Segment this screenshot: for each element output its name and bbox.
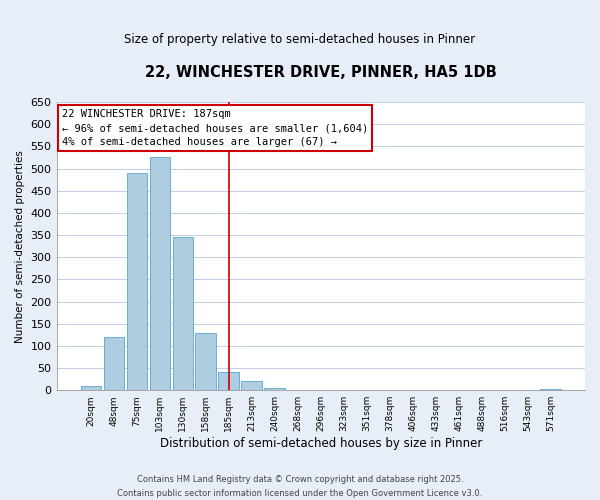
Y-axis label: Number of semi-detached properties: Number of semi-detached properties (15, 150, 25, 342)
Title: 22, WINCHESTER DRIVE, PINNER, HA5 1DB: 22, WINCHESTER DRIVE, PINNER, HA5 1DB (145, 65, 497, 80)
Bar (196, 332, 216, 390)
Bar (104, 337, 124, 390)
Bar (127, 173, 147, 390)
Bar (80, 386, 101, 390)
Bar (173, 237, 193, 390)
Text: Size of property relative to semi-detached houses in Pinner: Size of property relative to semi-detach… (124, 32, 476, 46)
Bar (149, 158, 170, 390)
Bar (265, 388, 285, 390)
Bar (241, 382, 262, 390)
Text: 22 WINCHESTER DRIVE: 187sqm
← 96% of semi-detached houses are smaller (1,604)
4%: 22 WINCHESTER DRIVE: 187sqm ← 96% of sem… (62, 109, 368, 147)
Bar (540, 389, 561, 390)
Text: Contains HM Land Registry data © Crown copyright and database right 2025.
Contai: Contains HM Land Registry data © Crown c… (118, 476, 482, 498)
Bar (218, 372, 239, 390)
X-axis label: Distribution of semi-detached houses by size in Pinner: Distribution of semi-detached houses by … (160, 437, 482, 450)
